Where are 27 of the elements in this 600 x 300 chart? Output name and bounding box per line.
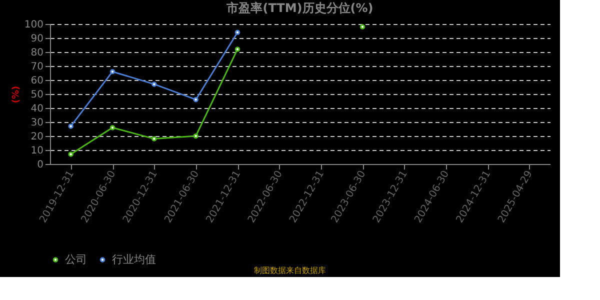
chart-title: 市盈率(TTM)历史分位(%) <box>226 1 374 15</box>
point <box>193 133 198 139</box>
point <box>110 68 116 74</box>
point <box>152 82 157 87</box>
legend-label: 行业均值 <box>112 252 156 266</box>
y-tick-label: 60 <box>30 76 44 86</box>
point <box>68 152 74 157</box>
point <box>234 46 240 52</box>
point <box>234 30 240 36</box>
point <box>193 96 198 102</box>
point <box>110 124 116 130</box>
point <box>152 136 157 142</box>
point <box>360 24 366 30</box>
y-tick-label: 100 <box>24 20 44 30</box>
point <box>68 124 74 129</box>
y-tick-label: 90 <box>30 34 44 44</box>
y-tick-label: 40 <box>30 104 44 114</box>
text: 制图数据来自数据库 <box>254 266 326 275</box>
y-tick-label: 30 <box>30 118 44 128</box>
y-axis-title: (%) <box>11 86 22 104</box>
y-tick-label: 20 <box>30 132 44 142</box>
y-tick-label: 80 <box>30 48 44 58</box>
y-tick-label: 50 <box>30 90 44 100</box>
y-tick-label: 0 <box>37 160 44 170</box>
legend-label: 公司 <box>65 252 87 266</box>
y-tick-label: 10 <box>30 146 44 156</box>
y-tick-label: 70 <box>30 62 44 72</box>
